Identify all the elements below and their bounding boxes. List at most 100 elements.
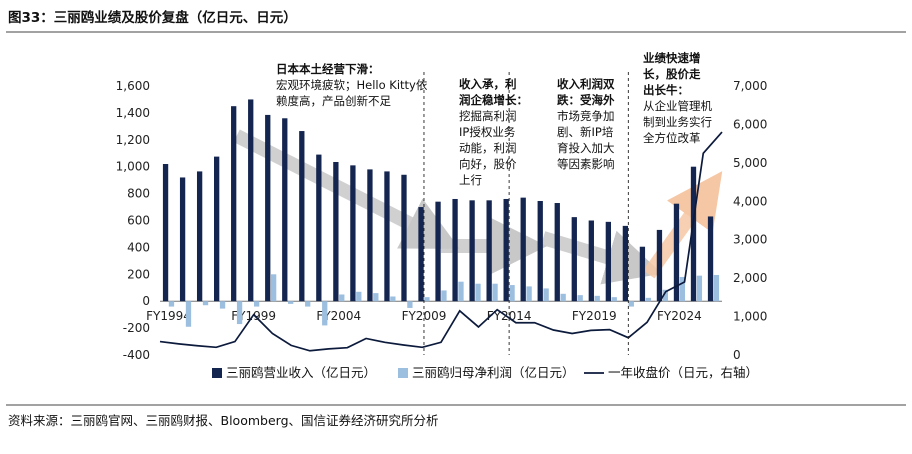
right-tick-label: 0 (733, 348, 741, 362)
revenue-bar (196, 171, 203, 302)
net-profit-bar (270, 274, 277, 302)
annotation-line: 长，股价走 (643, 67, 701, 81)
revenue-bar (537, 200, 543, 302)
figure-title: 图33：三丽鸥业绩及股价复盘（亿日元、日元） (8, 9, 297, 26)
revenue-bar (452, 198, 458, 302)
revenue-bar (265, 114, 271, 302)
annotation-line: 出长牛： (643, 83, 689, 97)
revenue-bar (316, 154, 322, 302)
revenue-bar (605, 221, 612, 302)
left-tick-label: 200 (127, 267, 150, 281)
revenue-bar (282, 118, 288, 302)
net-profit-bar (253, 301, 260, 307)
net-profit-bar (390, 296, 396, 302)
legend: 三丽鸥营业收入（亿日元） 三丽鸥归母净利润（亿日元） 一年收盘价（日元，右轴） (212, 365, 758, 380)
revenue-bar (622, 225, 629, 302)
revenue-bar (214, 156, 220, 302)
revenue-bar (588, 220, 594, 302)
x-tick-label: FY2009 (402, 309, 447, 323)
net-profit-bar (356, 291, 362, 302)
legend-label-price: 一年收盘价（日元，右轴） (608, 365, 758, 380)
left-tick-label: -400 (123, 348, 150, 362)
net-profit-bar (543, 288, 549, 302)
x-tick-label: FY2019 (572, 309, 617, 323)
annotation-line: 制到业务实行 (643, 115, 712, 129)
annotation-line: 赖度高，产品创新不足 (276, 94, 391, 108)
net-profit-bar (185, 301, 192, 327)
net-profit-bar (628, 301, 634, 307)
annotation-line: IP授权业务 (459, 125, 516, 139)
revenue-bar (656, 229, 663, 302)
net-profit-bar (458, 281, 464, 302)
x-tick-label: FY2014 (487, 309, 532, 323)
left-tick-label: 1,200 (116, 133, 150, 147)
revenue-bar (503, 198, 509, 302)
revenue-bar (690, 166, 697, 302)
revenue-bar (299, 131, 305, 302)
revenue-bar (707, 216, 714, 302)
annotation-line: 剧、新IP培 (557, 125, 614, 139)
net-profit-bar (202, 301, 209, 306)
legend-label-net-profit: 三丽鸥归母净利润（亿日元） (412, 365, 575, 380)
left-tick-label: 1,600 (116, 79, 150, 93)
left-tick-label: 400 (127, 240, 150, 254)
legend-swatch-revenue (212, 368, 222, 378)
annotation-title: 业绩快速增 (643, 51, 701, 65)
annotation-line: 跌：受海外 (557, 93, 615, 107)
annotation-line: 从企业管理机 (643, 99, 712, 113)
right-tick-label: 4,000 (733, 194, 767, 208)
x-tick-label: FY2024 (657, 309, 702, 323)
revenue-bar (571, 217, 577, 302)
x-tick-label: FY1994 (146, 309, 191, 323)
right-tick-label: 5,000 (733, 156, 767, 170)
annotation-line: 等因素影响 (557, 157, 615, 171)
left-tick-label: 800 (127, 187, 150, 201)
trend-arrow (233, 129, 460, 249)
axes: -400 -200 0 200 400 600 800 1,000 1,200 1,400 1,60… (116, 79, 768, 362)
right-tick-label: 2,000 (733, 271, 767, 285)
net-profit-bar (407, 301, 413, 308)
net-profit-bar (577, 295, 583, 302)
net-profit-bar (509, 285, 515, 302)
revenue-bar (350, 165, 356, 302)
annotation-line: 上行 (459, 173, 482, 187)
annotation-line: 市场竞争加 (557, 109, 615, 123)
revenue-bar (333, 161, 339, 302)
legend-swatch-net-profit (398, 368, 408, 378)
annotation-line: 动能，利润 (459, 141, 517, 155)
annotation-title: 收入承，利 (459, 77, 517, 91)
net-profit-bar (679, 276, 686, 302)
revenue-bar (401, 174, 407, 302)
legend-label-revenue: 三丽鸥营业收入（亿日元） (226, 365, 376, 380)
annotation-line: 全方位改革 (643, 131, 701, 145)
net-profit-bar (288, 301, 294, 304)
left-tick-label: 600 (127, 214, 150, 228)
net-profit-bar (219, 301, 226, 309)
net-profit-bar (526, 286, 532, 302)
left-tick-label: -200 (123, 321, 150, 335)
revenue-bar (435, 201, 441, 302)
revenue-bar (520, 197, 526, 302)
x-tick-label: FY1999 (231, 309, 276, 323)
annotation-title: 日本本土经营下滑： (276, 62, 380, 76)
net-profit-bar (168, 301, 175, 307)
net-profit-bar (662, 289, 668, 302)
revenue-bar (384, 171, 390, 302)
left-tick-label: 1,000 (116, 160, 150, 174)
revenue-bar (367, 169, 373, 302)
revenue-bar (673, 203, 680, 302)
annotation-line: 育投入加大 (557, 141, 615, 155)
revenue-bar (162, 164, 169, 302)
revenue-bar (248, 99, 254, 302)
annotation-line: 向好，股价 (459, 157, 517, 171)
revenue-bar (418, 207, 424, 302)
right-tick-label: 3,000 (733, 233, 767, 247)
x-tick-label: FY2004 (316, 309, 361, 323)
net-profit-bar (594, 295, 600, 302)
right-tick-label: 6,000 (733, 117, 767, 131)
net-profit-bar (696, 275, 703, 302)
revenue-bar (639, 246, 646, 302)
source-note: 资料来源：三丽鸥官网、三丽鸥财报、Bloomberg、国信证券经济研究所分析 (8, 413, 439, 428)
